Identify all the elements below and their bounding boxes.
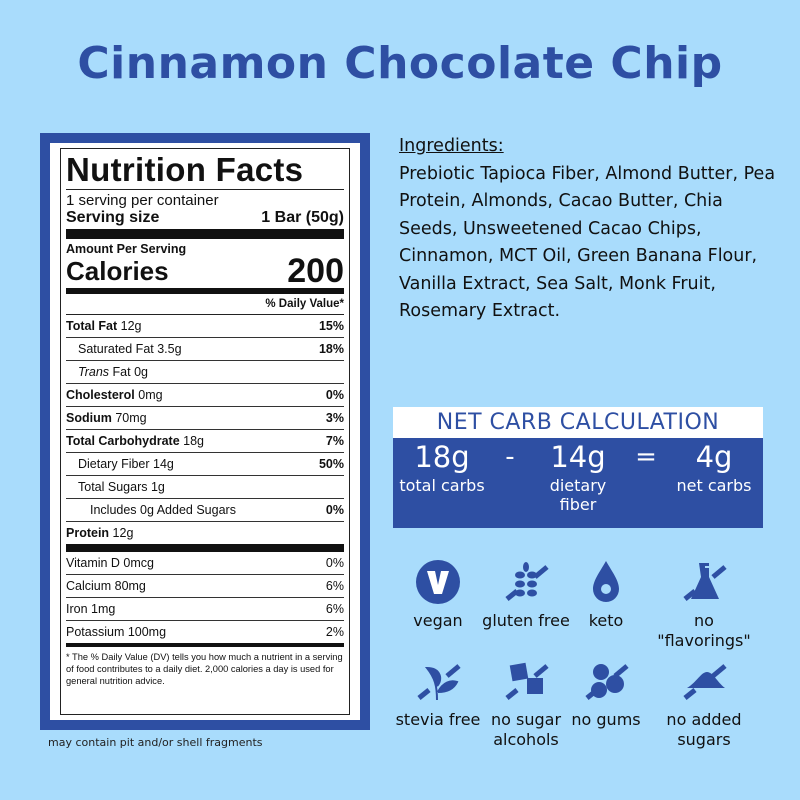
badge-label: vegan bbox=[413, 611, 463, 630]
nutrition-facts-heading: Nutrition Facts bbox=[66, 151, 344, 190]
sugar-cubes-crossed-icon bbox=[505, 662, 549, 700]
vitamin-row: Potassium 100mg 2% bbox=[66, 625, 344, 639]
ingredients-heading: Ingredients: bbox=[399, 136, 504, 156]
vitamin-row: Calcium 80mg 6% bbox=[66, 575, 344, 598]
badge-no-flavorings: no "flavorings" bbox=[654, 557, 754, 651]
badge-label: stevia free bbox=[395, 710, 481, 729]
badge-label: no added sugars bbox=[666, 710, 742, 749]
divider-thick bbox=[66, 229, 344, 239]
vitamin-row: Iron 1mg 6% bbox=[66, 598, 344, 621]
product-title: Cinnamon Chocolate Chip bbox=[77, 38, 723, 89]
amount-per-serving: Amount Per Serving bbox=[66, 242, 187, 256]
divider-thick bbox=[66, 544, 344, 552]
badge-no-gums: no gums bbox=[556, 656, 656, 730]
fiber-label: dietary fiber bbox=[549, 476, 607, 514]
wheat-crossed-icon bbox=[505, 562, 549, 601]
badge-label: gluten free bbox=[482, 611, 570, 630]
badge-no-sugar-alcohols: no sugar alcohols bbox=[476, 656, 576, 750]
ingredients-text: Prebiotic Tapioca Fiber, Almond Butter, … bbox=[399, 163, 776, 322]
sugar-pile-crossed-icon bbox=[683, 664, 727, 700]
nutrient-row: Total Sugars 1g bbox=[66, 476, 344, 499]
badge-label: no "flavorings" bbox=[657, 611, 751, 650]
nutrient-row: Total Fat 12g 15% bbox=[66, 315, 344, 338]
net-carb-calculation: NET CARB CALCULATION 18g total carbs - 14… bbox=[393, 407, 763, 528]
badge-stevia-free: stevia free bbox=[388, 656, 488, 730]
footnote: * The % Daily Value (DV) tells you how m… bbox=[66, 643, 344, 687]
vitamin-row: Vitamin D 0mcg 0% bbox=[66, 552, 344, 575]
badge-label: no sugar alcohols bbox=[490, 710, 562, 749]
nutrition-facts-label: Nutrition Facts 1 serving per container … bbox=[60, 148, 350, 715]
nutrition-label-frame: Nutrition Facts 1 serving per container … bbox=[40, 133, 370, 730]
nutrient-row: Cholesterol 0mg 0% bbox=[66, 384, 344, 407]
total-carbs-value: 18g bbox=[414, 440, 470, 474]
vegan-v-icon bbox=[416, 560, 460, 604]
gum-balls-crossed-icon bbox=[585, 664, 629, 700]
nutrient-row: Dietary Fiber 14g 50% bbox=[66, 453, 344, 476]
calories-row: Calories 200 bbox=[66, 252, 344, 290]
fiber-value: 14g bbox=[550, 440, 606, 474]
badge-gluten-free: gluten free bbox=[476, 557, 576, 631]
total-carbs-label: total carbs bbox=[399, 476, 485, 495]
nutrient-row: Sodium 70mg 3% bbox=[66, 407, 344, 430]
badge-label: no gums bbox=[571, 710, 641, 729]
equals-sign: = bbox=[635, 442, 657, 472]
serving-size: Serving size 1 Bar (50g) bbox=[66, 209, 344, 226]
net-carbs-label: net carbs bbox=[676, 476, 752, 495]
daily-value-header: % Daily Value* bbox=[66, 294, 344, 315]
minus-sign: - bbox=[505, 442, 515, 472]
badge-vegan: vegan bbox=[388, 557, 488, 631]
nutrient-row: Total Carbohydrate 18g 7% bbox=[66, 430, 344, 453]
nutrient-row: Includes 0g Added Sugars 0% bbox=[66, 499, 344, 522]
allergen-disclaimer: may contain pit and/or shell fragments bbox=[48, 736, 263, 749]
net-carbs-value: 4g bbox=[695, 440, 733, 474]
nutrient-row: Saturated Fat 3.5g 18% bbox=[66, 338, 344, 361]
badge-label: keto bbox=[588, 611, 624, 630]
flask-crossed-icon bbox=[683, 563, 727, 601]
divider-medium bbox=[66, 288, 344, 294]
servings-per-container: 1 serving per container bbox=[66, 192, 219, 209]
nutrient-row: Protein 12g bbox=[66, 526, 134, 540]
net-carb-heading: NET CARB CALCULATION bbox=[393, 407, 763, 438]
badge-keto: keto bbox=[556, 557, 656, 631]
leaf-crossed-icon bbox=[417, 664, 461, 701]
ingredients: Ingredients: Prebiotic Tapioca Fiber, Al… bbox=[399, 133, 779, 326]
badge-no-added-sugars: no added sugars bbox=[654, 656, 754, 750]
nutrient-row: Trans Fat 0g bbox=[66, 361, 344, 384]
drop-icon bbox=[593, 561, 619, 602]
